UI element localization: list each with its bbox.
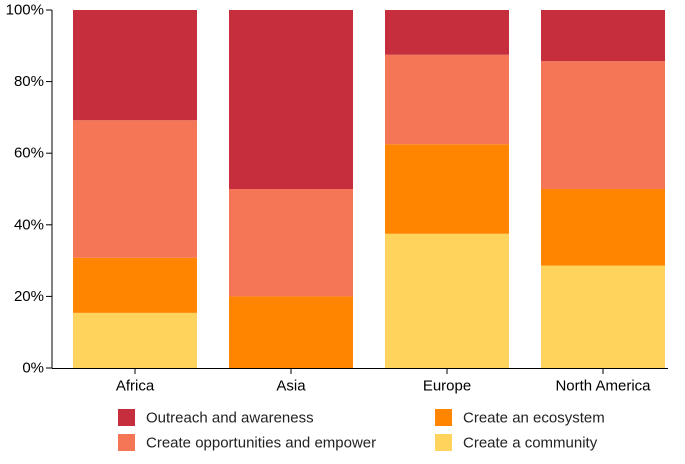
- bar-segment-north-america-outreach-and-awareness: [541, 10, 665, 62]
- bar-area: [73, 10, 665, 368]
- bar-segment-europe-outreach-and-awareness: [385, 10, 509, 55]
- bar-segment-europe-create-a-community: [385, 233, 509, 368]
- x-tick-label-asia: Asia: [276, 378, 306, 395]
- bar-stack-north-america: [541, 10, 665, 368]
- legend-item-create-opportunities-and-empower: Create opportunities and empower: [118, 434, 376, 452]
- y-tick-label-60: 60%: [14, 145, 44, 162]
- legend-swatch-create-an-ecosystem: [435, 409, 452, 426]
- bar-segment-asia-create-an-ecosystem: [229, 296, 353, 368]
- bar-segment-europe-create-opportunities-and-empower: [385, 54, 509, 145]
- legend-item-create-an-ecosystem: Create an ecosystem: [435, 409, 605, 427]
- bar-segment-north-america-create-a-community: [541, 265, 665, 368]
- bar-segment-asia-create-opportunities-and-empower: [229, 189, 353, 297]
- x-tick-label-north-america: North America: [555, 378, 651, 395]
- legend-item-outreach-and-awareness: Outreach and awareness: [118, 409, 314, 427]
- bar-segment-africa-outreach-and-awareness: [73, 10, 197, 121]
- bar-segment-europe-create-an-ecosystem: [385, 144, 509, 234]
- y-tick-label-100: 100%: [6, 2, 44, 19]
- x-tick-label-africa: Africa: [116, 378, 155, 395]
- bar-segment-africa-create-a-community: [73, 312, 197, 368]
- legend-label-create-a-community: Create a community: [463, 435, 598, 452]
- legend-label-outreach-and-awareness: Outreach and awareness: [146, 410, 314, 427]
- y-tick-label-40: 40%: [14, 216, 44, 233]
- legend-label-create-an-ecosystem: Create an ecosystem: [463, 410, 605, 427]
- y-tick-label-0: 0%: [22, 360, 44, 377]
- y-tick-label-20: 20%: [14, 288, 44, 305]
- legend-swatch-create-opportunities-and-empower: [118, 434, 135, 451]
- x-tick-label-europe: Europe: [423, 378, 471, 395]
- y-axis: 0% 20% 40% 60% 80% 100%: [6, 2, 53, 377]
- x-axis: Africa Asia Europe North America: [52, 368, 668, 395]
- legend-item-create-a-community: Create a community: [435, 434, 598, 452]
- legend-swatch-create-a-community: [435, 434, 452, 451]
- legend-label-create-opportunities-and-empower: Create opportunities and empower: [146, 435, 376, 452]
- legend-swatch-outreach-and-awareness: [118, 409, 135, 426]
- y-tick-label-80: 80%: [14, 73, 44, 90]
- bar-stack-africa: [73, 10, 197, 368]
- bar-segment-north-america-create-an-ecosystem: [541, 189, 665, 266]
- bar-stack-europe: [385, 10, 509, 368]
- bar-segment-africa-create-an-ecosystem: [73, 257, 197, 313]
- legend: Outreach and awareness Create an ecosyste…: [118, 409, 605, 452]
- bar-stack-asia: [229, 10, 353, 368]
- bar-segment-north-america-create-opportunities-and-empower: [541, 61, 665, 189]
- bar-segment-africa-create-opportunities-and-empower: [73, 120, 197, 258]
- bar-segment-asia-outreach-and-awareness: [229, 10, 353, 189]
